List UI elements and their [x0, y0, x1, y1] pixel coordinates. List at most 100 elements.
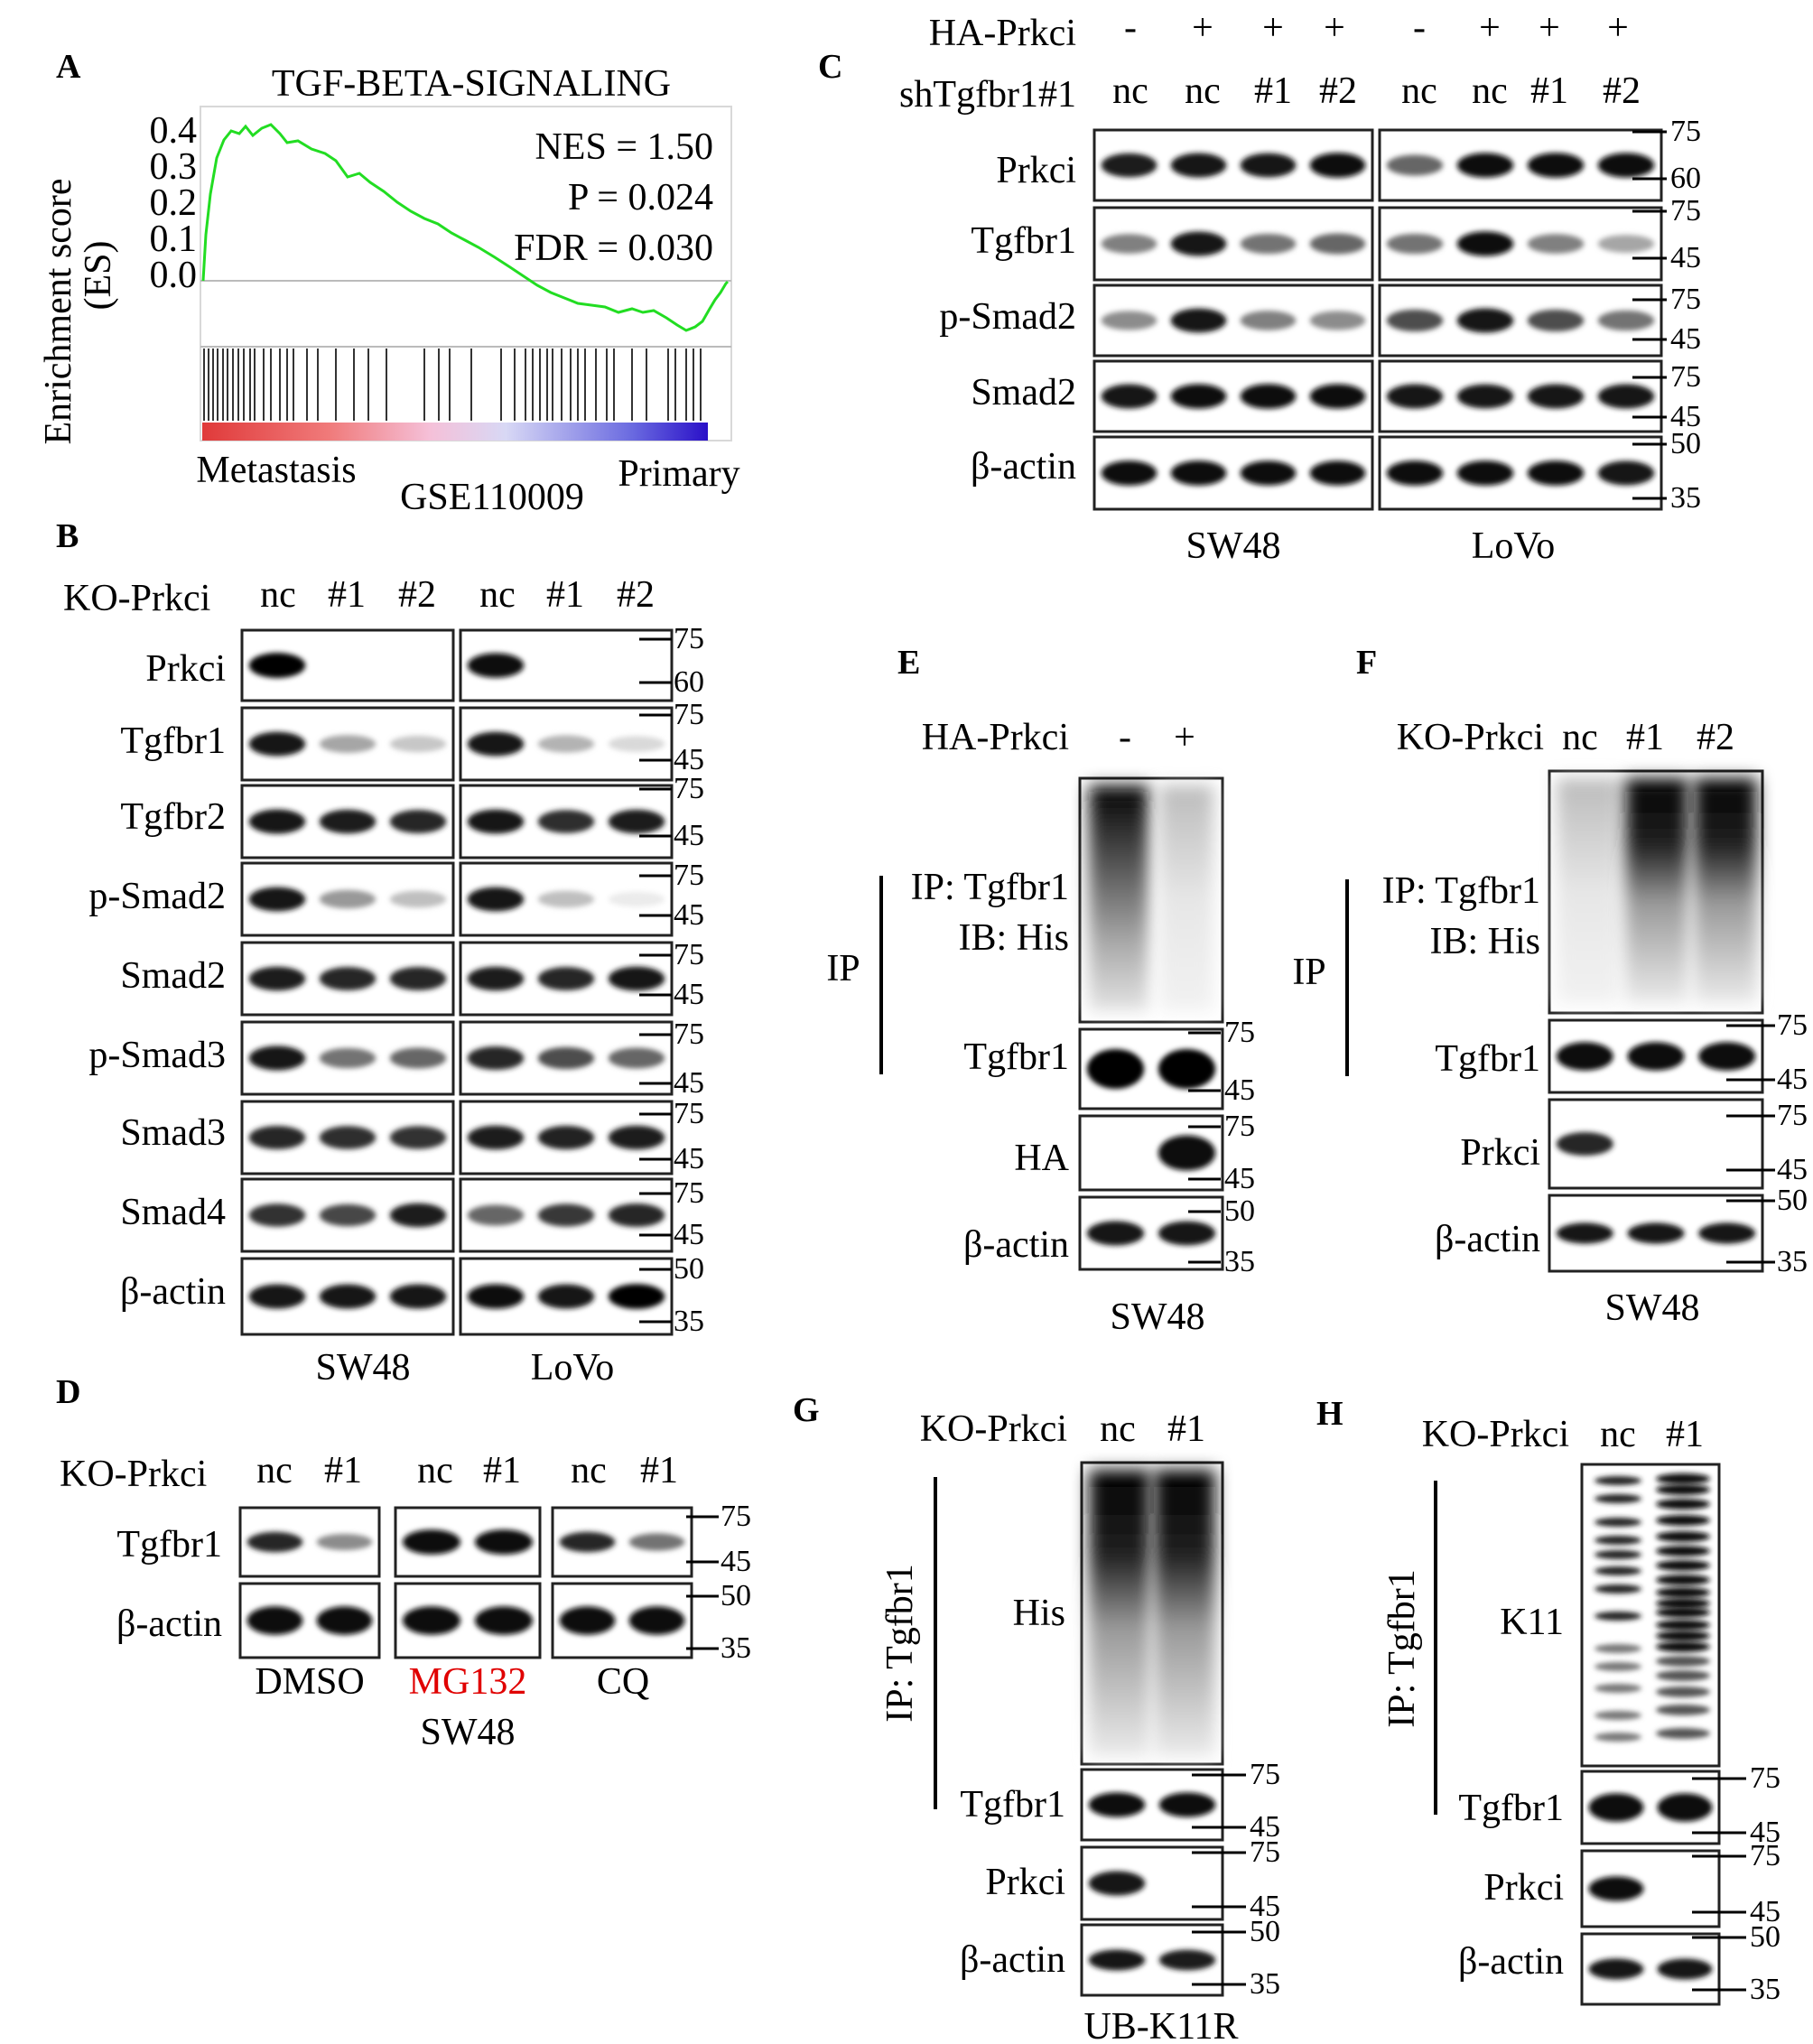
- panel-d-header: KO-Prkci: [60, 1454, 207, 1495]
- band: [1088, 1949, 1146, 1971]
- band: [1170, 153, 1227, 178]
- lane-label: nc: [1600, 1414, 1636, 1455]
- mw-label: 35: [1224, 1245, 1255, 1278]
- lane-label: +: [1539, 7, 1560, 49]
- mw-label: 45: [1250, 1810, 1280, 1844]
- ip-side-label: IP: Tgfbr1: [1381, 1569, 1423, 1727]
- panel-letter-c: C: [818, 48, 842, 86]
- protein-label: Prkci: [985, 1862, 1065, 1903]
- treatment-label: DMSO: [255, 1661, 364, 1703]
- ip-label: IP: Tgfbr1: [1382, 870, 1540, 912]
- panel-letter-e: E: [897, 644, 920, 682]
- band: [608, 891, 665, 907]
- blot-strip: [240, 1020, 455, 1096]
- mw-label: 45: [1224, 1073, 1255, 1107]
- protein-label: Prkci: [996, 150, 1076, 191]
- band: [1588, 1793, 1644, 1822]
- band: [608, 1125, 665, 1150]
- band: [1101, 153, 1158, 178]
- mw-label: 45: [721, 1545, 751, 1578]
- smear: [1089, 1470, 1150, 1757]
- band: [1597, 235, 1655, 253]
- smear: [1089, 785, 1148, 1011]
- mw-label: 50: [1224, 1194, 1255, 1228]
- band: [1588, 1958, 1644, 1980]
- ytick: 0.1: [150, 218, 198, 260]
- mw-label: 75: [674, 938, 704, 971]
- ip-side-label: IP: [1292, 952, 1325, 993]
- gsea-rank-bar: [202, 423, 708, 441]
- protein-label: Smad3: [120, 1112, 226, 1154]
- panel-b-protein-labels: Prkci Tgfbr1 Tgfbr2 p-Smad2 Smad2 p-Smad…: [88, 648, 226, 1313]
- blot-strip: [459, 941, 674, 1017]
- panel-c-blots: [1092, 128, 1663, 511]
- mw-label: 50: [1250, 1915, 1280, 1948]
- protein-label: Tgfbr1: [116, 1524, 222, 1566]
- lane-label: +: [1479, 7, 1501, 49]
- band: [389, 809, 447, 834]
- ladder-band: [1656, 1598, 1710, 1609]
- protein-label: Smad2: [120, 955, 226, 997]
- blot-strip: [1078, 1027, 1224, 1110]
- band: [475, 1606, 533, 1635]
- lane-label: -: [1124, 7, 1137, 49]
- protein-label: p-Smad2: [88, 876, 226, 917]
- band: [628, 1606, 685, 1635]
- band: [319, 809, 377, 834]
- band: [467, 1045, 525, 1071]
- gsea-title: TGF-BETA-SIGNALING: [272, 63, 671, 105]
- panel-c-protein-labels: Prkci Tgfbr1 p-Smad2 Smad2 β-actin: [939, 150, 1076, 488]
- band: [319, 889, 377, 909]
- protein-label: Tgfbr1: [1435, 1038, 1540, 1080]
- panel-f: F KO-Prkci nc #1 #2 IP IP: Tgfbr1 IB: Hi…: [1292, 644, 1808, 1329]
- mw-label: 45: [1670, 400, 1701, 433]
- band: [1597, 153, 1655, 178]
- band: [1170, 384, 1227, 409]
- band: [246, 1531, 303, 1553]
- ladder-band: [1595, 1550, 1641, 1559]
- band: [1309, 153, 1366, 178]
- lane-label: #1: [328, 574, 366, 616]
- gsea-nes: NES = 1.50: [535, 126, 713, 168]
- blot-strip: [240, 861, 455, 937]
- protein-label: Smad4: [120, 1192, 226, 1233]
- lane-label: #1: [324, 1450, 362, 1491]
- gsea-p: P = 0.024: [568, 177, 713, 218]
- mw-label: 45: [1750, 1895, 1780, 1928]
- panel-letter-d: D: [56, 1373, 80, 1411]
- panel-b-header: KO-Prkci: [63, 578, 210, 619]
- ladder-band: [1595, 1566, 1641, 1575]
- band: [403, 1606, 460, 1635]
- ladder-band: [1656, 1631, 1710, 1641]
- panel-letter-b: B: [56, 517, 79, 555]
- ip-label: IP: Tgfbr1: [911, 867, 1069, 908]
- mw-label: 45: [674, 1066, 704, 1100]
- blot-strip: [1378, 435, 1663, 511]
- band: [1088, 1871, 1146, 1896]
- blot-strip: [1548, 769, 1764, 1015]
- ladder-band: [1656, 1499, 1710, 1510]
- blot-strip: [1378, 283, 1663, 358]
- gsea-left-label: Metastasis: [196, 450, 356, 491]
- ladder-band: [1656, 1560, 1710, 1571]
- band: [319, 735, 377, 753]
- mw-label: 75: [1777, 1099, 1808, 1132]
- band: [537, 1125, 595, 1150]
- mw-label: 75: [1250, 1758, 1280, 1791]
- gsea-dataset: GSE110009: [400, 477, 584, 518]
- protein-label: Tgfbr1: [960, 1784, 1065, 1826]
- mw-label: 75: [721, 1500, 751, 1533]
- blot-strip: [394, 1506, 542, 1578]
- panel-letter-a: A: [56, 48, 81, 86]
- lane-label: +: [1192, 7, 1213, 49]
- mw-label: 45: [674, 978, 704, 1011]
- ladder-band: [1656, 1620, 1710, 1631]
- blot-strip: [1378, 128, 1663, 202]
- band: [1170, 231, 1227, 256]
- mw-label: 45: [1250, 1890, 1280, 1923]
- panel-e-header: HA-Prkci: [922, 717, 1069, 758]
- band: [1698, 1222, 1756, 1244]
- band: [1527, 309, 1585, 332]
- cell-label: SW48: [1605, 1287, 1700, 1329]
- ladder-band: [1656, 1641, 1710, 1652]
